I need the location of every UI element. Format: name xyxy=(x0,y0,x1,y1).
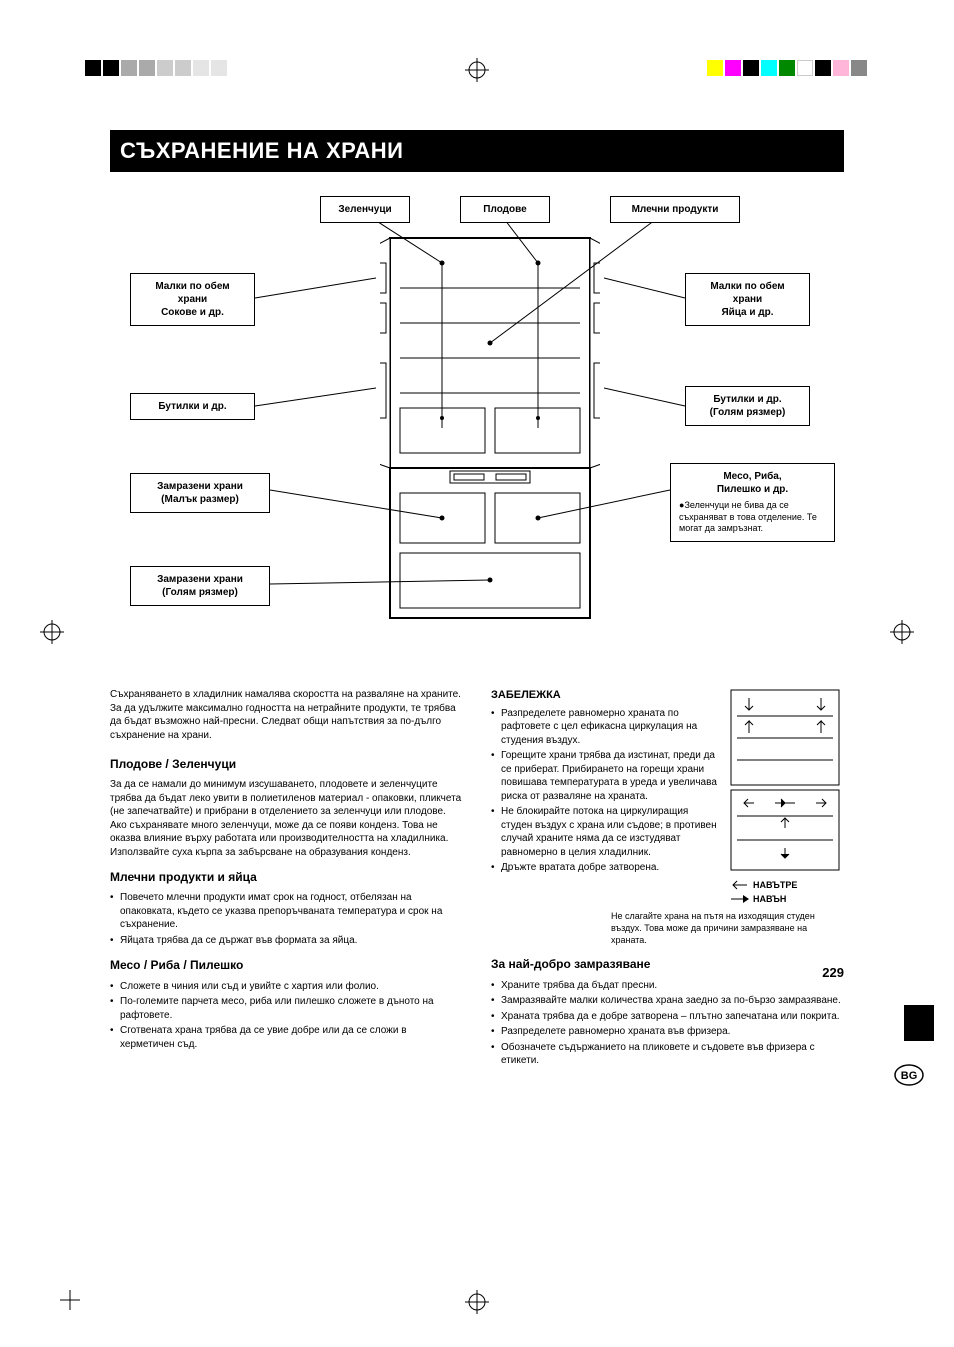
legend-out: НАВЪН xyxy=(753,893,786,905)
airflow-caption: Не слагайте храна на пътя на изходящия с… xyxy=(611,911,844,946)
language-badge: BG xyxy=(894,1060,924,1090)
list-item: Храната трябва да е добре затворена – пл… xyxy=(491,1010,844,1024)
section-dairy-title: Млечни продукти и яйца xyxy=(110,869,463,885)
list-item: Разпределете равномерно храната във фриз… xyxy=(491,1025,844,1039)
text: Зеленчуци не бива да се съхраняват в тов… xyxy=(679,500,817,533)
label-bottles-left: Бутилки и др. xyxy=(130,393,255,420)
text: (Голям рязмер) xyxy=(139,586,261,599)
storage-diagram: Зеленчуци Плодове Млечни продукти Малки … xyxy=(110,188,844,658)
label-meat-note: ●Зеленчуци не бива да се съхраняват в то… xyxy=(679,500,826,535)
text: Бутилки и др. xyxy=(694,393,801,406)
language-code: BG xyxy=(901,1070,918,1082)
registration-mark-icon xyxy=(465,1290,489,1314)
intro-text: Съхраняването в хладилник намалява скоро… xyxy=(110,688,463,742)
label-frozen-large: Замразени храни (Голям рязмер) xyxy=(130,566,270,606)
bullet-list: Храните трябва да бъдат пресни. Замразяв… xyxy=(491,979,844,1068)
column-right: НАВЪТРЕ НАВЪН ЗАБЕЛЕЖКА Разпределете рав… xyxy=(491,688,844,1070)
column-left: Съхраняването в хладилник намалява скоро… xyxy=(110,688,463,1070)
text: Яйца и др. xyxy=(694,306,801,319)
bullet-list: Повечето млечни продукти имат срок на го… xyxy=(110,891,463,947)
section-meat-title: Месо / Риба / Пилешко xyxy=(110,957,463,973)
list-item: Разпределете равномерно храната по рафто… xyxy=(491,707,844,748)
page-title: СЪХРАНЕНИЕ НА ХРАНИ xyxy=(110,130,844,172)
label-frozen-small: Замразени храни (Малък размер) xyxy=(130,473,270,513)
text: Сокове и др. xyxy=(139,306,246,319)
text: Малки по обем xyxy=(139,280,246,293)
legend-in: НАВЪТРЕ xyxy=(753,879,797,891)
section-freezing-title: За най-добро замразяване xyxy=(491,956,844,972)
text: Пилешко и др. xyxy=(679,483,826,496)
text: храни xyxy=(139,293,246,306)
list-item: Сготвената храна трябва да се увие добре… xyxy=(110,1024,463,1051)
registration-mark-icon xyxy=(40,620,64,644)
text: Малки по обем xyxy=(694,280,801,293)
list-item: Обозначете съдържанието на пликовете и с… xyxy=(491,1041,844,1068)
section-fruits-veg-title: Плодове / Зеленчуци xyxy=(110,756,463,772)
list-item: По-големите парчета месо, риба или пилеш… xyxy=(110,995,463,1022)
page-content: СЪХРАНЕНИЕ НА ХРАНИ xyxy=(0,0,954,1110)
arrow-outline-icon xyxy=(729,880,749,890)
label-small-right: Малки по обем храни Яйца и др. xyxy=(685,273,810,326)
list-item: Яйцата трябва да се държат във формата з… xyxy=(110,934,463,948)
section-text: Ако съхранявате много зеленчуци, може да… xyxy=(110,819,463,860)
registration-mark-icon xyxy=(890,620,914,644)
list-item: Горещите храни трябва да изстинат, преди… xyxy=(491,749,844,803)
page-number: 229 xyxy=(822,965,844,980)
list-item: Замразявайте малки количества храна заед… xyxy=(491,994,844,1008)
text: (Малък размер) xyxy=(139,493,261,506)
list-item: Повечето млечни продукти имат срок на го… xyxy=(110,891,463,932)
list-item: Сложете в чиния или съд и увийте с харти… xyxy=(110,980,463,994)
crop-mark-icon xyxy=(60,1290,90,1320)
label-meat: Месо, Риба, Пилешко и др. ●Зеленчуци не … xyxy=(670,463,835,542)
label-fruits: Плодове xyxy=(460,196,550,223)
list-item: Храните трябва да бъдат пресни. xyxy=(491,979,844,993)
body-columns: Съхраняването в хладилник намалява скоро… xyxy=(110,688,844,1070)
text: храни xyxy=(694,293,801,306)
side-tab xyxy=(904,1005,934,1041)
text: Замразени храни xyxy=(139,480,261,493)
text: Месо, Риба, xyxy=(679,470,826,483)
airflow-legend: НАВЪТРЕ НАВЪН xyxy=(729,879,844,905)
label-small-left: Малки по обем храни Сокове и др. xyxy=(130,273,255,326)
text: (Голям рязмер) xyxy=(694,406,801,419)
section-text: За да се намали до минимум изсушаването,… xyxy=(110,778,463,819)
label-bottles-right: Бутилки и др. (Голям рязмер) xyxy=(685,386,810,426)
list-item: Не блокирайте потока на циркулиращия сту… xyxy=(491,805,844,859)
arrow-solid-icon xyxy=(729,894,749,904)
bullet-list: Сложете в чиния или съд и увийте с харти… xyxy=(110,980,463,1052)
note-list: Разпределете равномерно храната по рафто… xyxy=(491,707,844,875)
label-vegetables: Зеленчуци xyxy=(320,196,410,223)
label-dairy: Млечни продукти xyxy=(610,196,740,223)
text: Замразени храни xyxy=(139,573,261,586)
list-item: Дръжте вратата добре затворена. xyxy=(491,861,844,875)
